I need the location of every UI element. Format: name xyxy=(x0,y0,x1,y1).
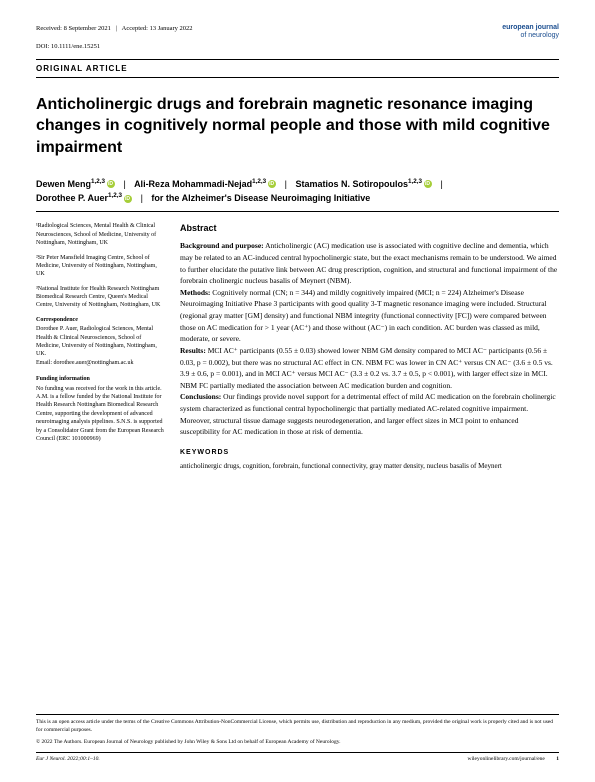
footer: This is an open access article under the… xyxy=(36,714,559,764)
conclusions-label: Conclusions: xyxy=(180,392,221,401)
results-text: MCI AC⁺ participants (0.55 ± 0.03) showe… xyxy=(180,346,553,390)
abstract-head: Abstract xyxy=(180,222,559,236)
correspondence-head: Correspondence xyxy=(36,316,166,324)
methods-text: Cognitively normal (CN; n = 344) and mil… xyxy=(180,288,547,344)
journal-citation: Eur J Neurol. 2022;00:1–10. xyxy=(36,756,100,764)
copyright-text: © 2022 The Authors. European Journal of … xyxy=(36,739,559,747)
keywords-head: KEYWORDS xyxy=(180,448,559,459)
correspondence-email: Email: dorothee.auer@nottingham.ac.uk xyxy=(36,359,166,367)
bg-label: Background and purpose: xyxy=(180,241,264,250)
author-1: Dewen Meng xyxy=(36,179,91,189)
article-type: ORIGINAL ARTICLE xyxy=(36,59,559,78)
header-row: Received: 8 September 2021 | Accepted: 1… xyxy=(36,24,559,41)
methods-label: Methods: xyxy=(180,288,210,297)
orcid-icon xyxy=(424,180,432,188)
conclusions-text: Our findings provide novel support for a… xyxy=(180,392,556,436)
author-3: Stamatios N. Sotiropoulos xyxy=(295,179,408,189)
affiliation-1: ¹Radiological Sciences, Mental Health & … xyxy=(36,222,166,247)
orcid-icon xyxy=(107,180,115,188)
author-group: for the Alzheimer's Disease Neuroimaging… xyxy=(151,193,370,203)
footer-journal-row: Eur J Neurol. 2022;00:1–10. wileyonlinel… xyxy=(36,752,559,764)
article-title: Anticholinergic drugs and forebrain magn… xyxy=(36,94,559,159)
doi: DOI: 10.1111/ene.15251 xyxy=(36,43,559,50)
abstract-body: Background and purpose: Anticholinergic … xyxy=(180,240,559,438)
orcid-icon xyxy=(124,195,132,203)
license-text: This is an open access article under the… xyxy=(36,714,559,734)
accepted-date: Accepted: 13 January 2022 xyxy=(122,25,193,32)
abstract-column: Abstract Background and purpose: Anticho… xyxy=(180,222,559,471)
results-label: Results: xyxy=(180,346,206,355)
author-list: Dewen Meng1,2,3 | Ali-Reza Mohammadi-Nej… xyxy=(36,177,559,206)
page-number: 1 xyxy=(556,756,559,762)
orcid-icon xyxy=(268,180,276,188)
author-4: Dorothee P. Auer xyxy=(36,193,108,203)
divider xyxy=(36,211,559,212)
journal-url: wileyonlinelibrary.com/journal/ene xyxy=(467,756,544,762)
header-dates: Received: 8 September 2021 | Accepted: 1… xyxy=(36,24,193,34)
correspondence-block: Correspondence Dorothee P. Auer, Radiolo… xyxy=(36,316,166,367)
received-date: Received: 8 September 2021 xyxy=(36,25,111,32)
journal-brand: european journal of neurology xyxy=(502,24,559,41)
sidebar: ¹Radiological Sciences, Mental Health & … xyxy=(36,222,166,471)
author-2: Ali-Reza Mohammadi-Nejad xyxy=(134,179,252,189)
funding-block: Funding information No funding was recei… xyxy=(36,375,166,443)
affiliation-3: ³National Institute for Health Research … xyxy=(36,285,166,310)
funding-body: No funding was received for the work in … xyxy=(36,385,166,444)
keywords-body: anticholinergic drugs, cognition, forebr… xyxy=(180,461,559,472)
brand-line-2: of neurology xyxy=(502,32,559,40)
correspondence-body: Dorothee P. Auer, Radiological Sciences,… xyxy=(36,325,166,359)
funding-head: Funding information xyxy=(36,375,166,383)
affiliation-2: ²Sir Peter Mansfield Imaging Centre, Sch… xyxy=(36,254,166,279)
brand-line-1: european journal xyxy=(502,24,559,32)
